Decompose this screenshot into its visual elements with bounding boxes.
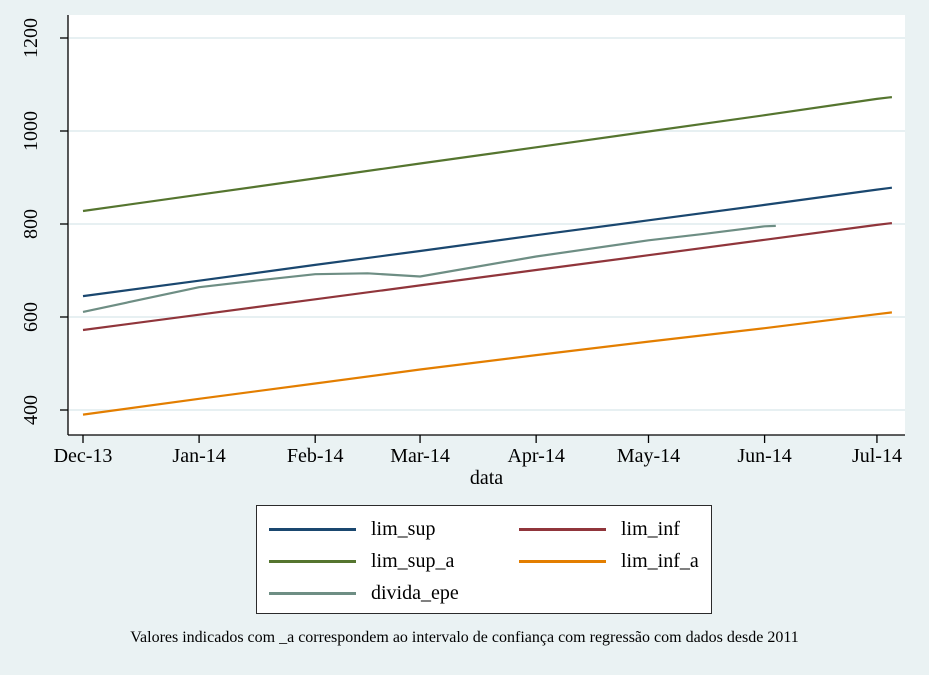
series-line-divida_epe: [82, 224, 776, 313]
x-tick-label: Jul-14: [852, 445, 902, 467]
legend-label: divida_epe: [371, 582, 459, 604]
y-tick-label: 800: [20, 209, 42, 239]
chart-note: Valores indicados com _a correspondem ao…: [130, 629, 799, 646]
x-tick-label: Apr-14: [507, 445, 564, 467]
legend-item-divida_epe: divida_epe: [269, 577, 519, 609]
plot-area: [68, 15, 905, 435]
line-chart: 400 600 800 1000 1200 Dec-13 Jan-14 Feb-14 Mar-1…: [20, 15, 905, 489]
x-tick-label: May-14: [617, 445, 680, 467]
chart-legend: lim_sup lim_inf lim_sup_a lim_inf_a divida_e…: [256, 505, 712, 614]
y-tick-label: 600: [20, 302, 42, 332]
legend-line-sample-lim_sup_a: [269, 559, 356, 563]
x-tick-label: Dec-13: [54, 445, 113, 467]
y-tick-label: 1200: [20, 18, 42, 58]
series-line-lim_sup: [82, 186, 893, 298]
series-line-lim_inf: [82, 222, 893, 332]
x-tick-label: Jan-14: [172, 445, 225, 467]
legend-item-lim_sup_a: lim_sup_a: [269, 545, 519, 577]
legend-label: lim_inf_a: [621, 550, 699, 572]
x-tick-label: Feb-14: [287, 445, 344, 467]
x-tick-label: Mar-14: [390, 445, 450, 467]
y-tick-label: 1000: [20, 111, 42, 151]
legend-item-lim_sup: lim_sup: [269, 513, 519, 545]
series-line-lim_sup_a: [82, 96, 893, 213]
legend-label: lim_inf: [621, 518, 680, 540]
x-axis-title: data: [470, 467, 503, 489]
legend-label: lim_sup_a: [371, 550, 455, 572]
series-line-lim_inf_a: [82, 311, 893, 416]
legend-line-sample-divida_epe: [269, 591, 356, 595]
legend-line-sample-lim_inf_a: [519, 559, 606, 563]
legend-line-sample-lim_inf: [519, 527, 606, 531]
legend-line-sample-lim_sup: [269, 527, 356, 531]
legend-item-lim_inf: lim_inf: [519, 513, 711, 545]
x-tick-label: Jun-14: [737, 445, 791, 467]
y-tick-label: 400: [20, 395, 42, 425]
legend-item-lim_inf_a: lim_inf_a: [519, 545, 711, 577]
legend-label: lim_sup: [371, 518, 436, 540]
